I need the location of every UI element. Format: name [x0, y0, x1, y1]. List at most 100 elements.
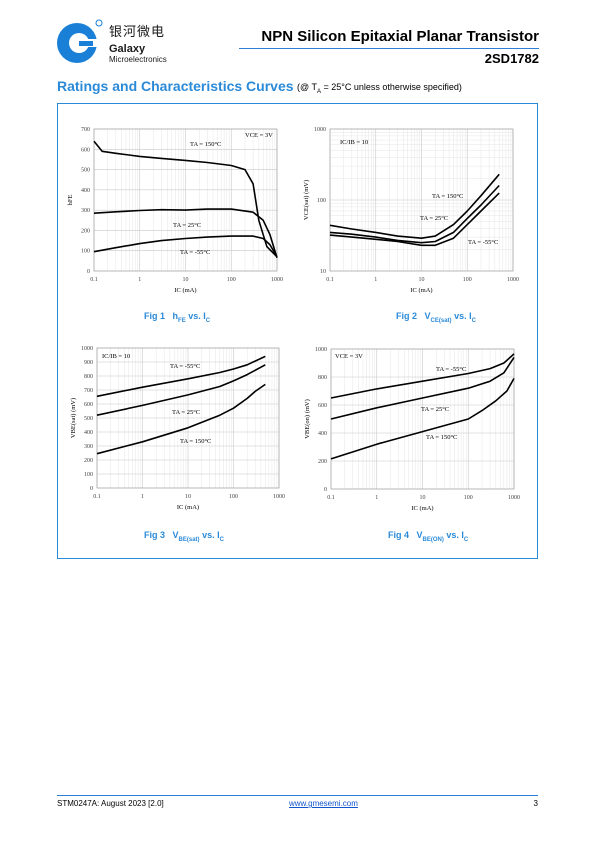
plot-frame: [329, 128, 514, 272]
series-label: TA = -55°C: [180, 249, 210, 256]
fig4-caption-sub2: C: [463, 536, 469, 543]
series-label: TA = 25°C: [420, 215, 448, 222]
y-tick-label: 300: [84, 444, 93, 450]
series-line: [96, 364, 266, 416]
x-tick-label: 10: [183, 277, 189, 283]
y-tick-label: 100: [317, 198, 326, 204]
series-line: [330, 356, 515, 420]
fig4-caption-prefix: Fig 4: [388, 530, 410, 540]
series-label: TA = -55°C: [170, 363, 200, 370]
y-tick-label: 900: [84, 360, 93, 366]
series-line: [329, 184, 500, 244]
y-axis-label: hFE: [67, 195, 74, 206]
x-axis-label: IC (mA): [411, 505, 433, 512]
document-title: NPN Silicon Epitaxial Planar Transistor: [261, 28, 539, 45]
y-tick-label: 200: [318, 459, 327, 465]
fig3-caption-rest: vs. I: [199, 530, 220, 540]
x-tick-label: 100: [227, 277, 236, 283]
fig1-caption-sub: FE: [178, 317, 186, 324]
series-label: TA = 150°C: [426, 434, 457, 441]
series-line: [93, 208, 278, 259]
y-tick-label: 500: [84, 416, 93, 422]
series-line: [96, 355, 266, 398]
x-tick-label: 1: [375, 495, 378, 501]
fig1-caption-main: h: [172, 311, 179, 321]
series-line: [330, 378, 515, 460]
y-tick-label: 800: [84, 374, 93, 380]
fig1-caption-sub2: C: [205, 317, 211, 324]
chart-annotation: VCE = 3V: [245, 132, 273, 139]
fig3-caption-sub2: C: [219, 536, 224, 543]
fig3-caption-sub: BE(sat): [178, 536, 200, 543]
fig1-caption-prefix: Fig 1: [144, 311, 166, 321]
fig3-caption: Fig 3 VBE(sat) vs. IC: [144, 530, 224, 543]
x-tick-label: 0.1: [327, 495, 335, 501]
x-tick-label: 1: [374, 277, 377, 283]
series-label: TA = 150°C: [432, 193, 463, 200]
x-tick-label: 1000: [508, 495, 520, 501]
y-tick-label: 500: [81, 168, 90, 174]
series-label: TA = 25°C: [421, 406, 449, 413]
part-number: 2SD1782: [484, 51, 539, 66]
y-tick-label: 1000: [315, 347, 327, 353]
condition-sub: A: [316, 88, 321, 95]
fig4-caption-main: V: [416, 530, 423, 540]
footer-website-link[interactable]: www.gmesemi.com: [289, 799, 358, 808]
y-tick-label: 400: [81, 188, 90, 194]
y-axis-label: VBE(on) (mV): [304, 399, 311, 439]
y-tick-label: 600: [84, 402, 93, 408]
x-tick-label: 100: [463, 277, 472, 283]
series-label: TA = 150°C: [190, 141, 221, 148]
y-tick-label: 600: [318, 403, 327, 409]
y-tick-label: 100: [81, 249, 90, 255]
y-tick-label: 0: [324, 487, 327, 493]
x-axis-label: IC (mA): [410, 287, 432, 294]
series-line: [329, 173, 500, 239]
series-line: [93, 235, 278, 258]
y-tick-label: 200: [81, 228, 90, 234]
fig4-caption-sub: BE(ON): [422, 536, 444, 543]
plot-frame: [93, 128, 278, 272]
y-tick-label: 400: [84, 430, 93, 436]
y-tick-label: 600: [81, 147, 90, 153]
y-tick-label: 10: [320, 269, 326, 275]
x-tick-label: 1: [141, 494, 144, 500]
chart-vcesat-vs-ic: 0.1 1 10 100 1000 10 100 1000 TA = 150°C TA = 25°…: [303, 127, 519, 294]
y-tick-label: 800: [318, 375, 327, 381]
chart-hfe-vs-ic: 0.1 1 10 100 1000 0 100 200 300 400 500 600 700 TA = …: [67, 127, 283, 294]
logo-company-sub: Microelectronics: [109, 55, 167, 64]
series-label: TA = -55°C: [436, 366, 466, 373]
x-tick-label: 0.1: [326, 277, 334, 283]
footer-divider: [57, 795, 538, 796]
x-axis-label: IC (mA): [174, 287, 196, 294]
x-tick-label: 100: [229, 494, 238, 500]
chart-annotation: IC/IB = 10: [102, 353, 130, 360]
fig3-caption-main: V: [172, 530, 179, 540]
x-tick-label: 1: [138, 277, 141, 283]
chart-vbeon-vs-ic: 0.1 1 10 100 1000 0 200 400 600 800 1000 TA = -55°C…: [304, 347, 520, 512]
y-tick-label: 0: [87, 269, 90, 275]
charts-panel: [57, 103, 538, 559]
chart-vbesat-vs-ic: 0.1 1 10 100 1000 0 100 200 300 400 500 600 700 800 90…: [70, 346, 285, 511]
footer-page-number: 3: [533, 799, 538, 808]
x-tick-label: 1000: [507, 277, 519, 283]
fig3-caption-prefix: Fig 3: [144, 530, 166, 540]
header-divider: [239, 48, 539, 49]
fig2-caption-sub2: C: [471, 317, 476, 324]
plot-frame: [96, 347, 280, 489]
series-label: TA = 25°C: [173, 222, 201, 229]
fig2-caption-prefix: Fig 2: [396, 311, 418, 321]
series-line: [330, 353, 515, 399]
x-tick-label: 0.1: [90, 277, 98, 283]
fig1-caption-rest: vs. I: [185, 311, 206, 321]
y-tick-label: 1000: [314, 127, 326, 133]
footer-doc-id: STM0247A: August 2023 [2.0]: [57, 799, 164, 808]
galaxy-logo: [57, 19, 103, 63]
x-tick-label: 10: [420, 495, 426, 501]
y-tick-label: 200: [84, 458, 93, 464]
x-tick-label: 1000: [273, 494, 285, 500]
x-tick-label: 0.1: [93, 494, 101, 500]
logo-company-name: Galaxy: [109, 43, 146, 55]
section-title: Ratings and Characteristics Curves: [57, 78, 294, 94]
fig2-caption-rest: vs. I: [451, 311, 472, 321]
